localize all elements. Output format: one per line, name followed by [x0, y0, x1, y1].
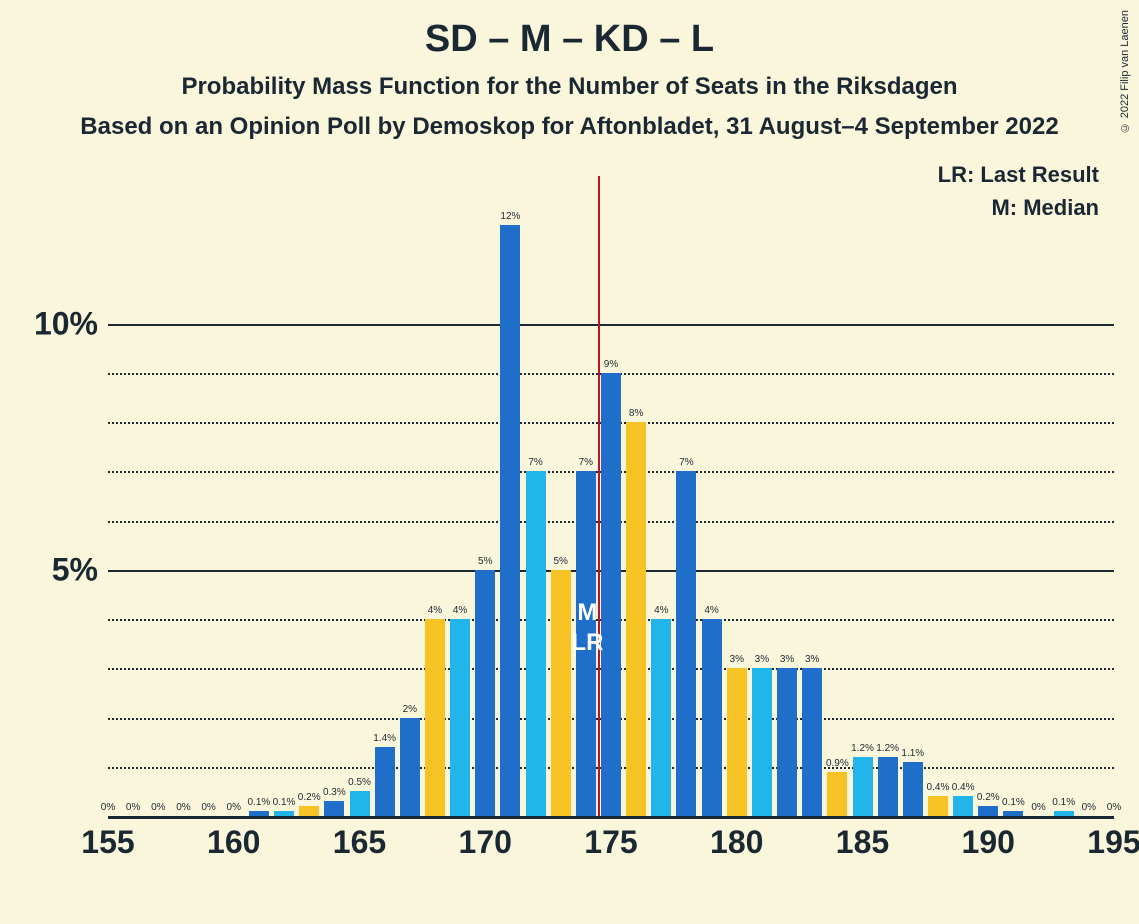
bar: [324, 801, 344, 816]
bar-value-label: 0%: [1107, 802, 1121, 813]
copyright-text: © 2022 Filip van Laenen: [1119, 10, 1131, 133]
bar-value-label: 0.1%: [247, 797, 270, 808]
x-axis-tick: 190: [962, 824, 1015, 861]
bar-value-label: 3%: [805, 654, 819, 665]
title-block: SD – M – KD – L Probability Mass Functio…: [0, 0, 1139, 141]
x-axis-baseline: [108, 816, 1114, 819]
bar-value-label: 0.2%: [977, 792, 1000, 803]
bar-value-label: 8%: [629, 408, 643, 419]
y-gridline-major: [108, 324, 1114, 326]
y-axis-label: 5%: [52, 551, 98, 588]
bar-value-label: 0%: [176, 802, 190, 813]
bar: [978, 806, 998, 816]
bar: [676, 471, 696, 816]
y-axis-label: 10%: [34, 305, 98, 342]
bar: [350, 791, 370, 816]
x-axis-tick: 160: [207, 824, 260, 861]
chart-title: SD – M – KD – L: [0, 18, 1139, 61]
x-axis-tick: 170: [459, 824, 512, 861]
x-axis-tick: 195: [1087, 824, 1139, 861]
median-marker-label: MLR: [571, 598, 603, 658]
bar: [903, 762, 923, 816]
bar: [1003, 811, 1023, 816]
bar-value-label: 1.2%: [876, 743, 899, 754]
bar-value-label: 0%: [1031, 802, 1045, 813]
bar-value-label: 1.4%: [373, 733, 396, 744]
bar-value-label: 0.5%: [348, 777, 371, 788]
x-axis-tick: 155: [81, 824, 134, 861]
bar-value-label: 0.9%: [826, 758, 849, 769]
bar: [375, 747, 395, 816]
bar: [702, 619, 722, 816]
bar-value-label: 7%: [679, 457, 693, 468]
bar-value-label: 2%: [403, 704, 417, 715]
chart-subtitle: Probability Mass Function for the Number…: [0, 73, 1139, 101]
bar: [425, 619, 445, 816]
bar: [299, 806, 319, 816]
bar-value-label: 5%: [478, 556, 492, 567]
bar: [450, 619, 470, 816]
bar: [853, 757, 873, 816]
x-axis-tick: 165: [333, 824, 386, 861]
bar-value-label: 3%: [755, 654, 769, 665]
bar: [953, 796, 973, 816]
bar-value-label: 0.2%: [298, 792, 321, 803]
bar-value-label: 0%: [201, 802, 215, 813]
bar-value-label: 4%: [428, 605, 442, 616]
bar-value-label: 9%: [604, 359, 618, 370]
bar: [928, 796, 948, 816]
bar-value-label: 7%: [579, 457, 593, 468]
bar-value-label: 0%: [151, 802, 165, 813]
bar-value-label: 0.3%: [323, 787, 346, 798]
bar-value-label: 0%: [101, 802, 115, 813]
bar: [500, 225, 520, 816]
bar-value-label: 12%: [500, 211, 520, 222]
bar: [777, 668, 797, 816]
bar-value-label: 3%: [780, 654, 794, 665]
bar: [727, 668, 747, 816]
bar-value-label: 4%: [704, 605, 718, 616]
bar-value-label: 3%: [730, 654, 744, 665]
median-marker-line: [598, 176, 600, 816]
bar-value-label: 0.4%: [927, 782, 950, 793]
bar-value-label: 7%: [528, 457, 542, 468]
x-axis-tick: 180: [710, 824, 763, 861]
bar-value-label: 0%: [1082, 802, 1096, 813]
x-axis-tick: 175: [584, 824, 637, 861]
chart-plot-area: 5%10%1551601651701751801851901950%0%0%0%…: [108, 176, 1114, 816]
bar: [475, 570, 495, 816]
bar: [274, 811, 294, 816]
bar-value-label: 4%: [453, 605, 467, 616]
bar-value-label: 5%: [553, 556, 567, 567]
bar: [651, 619, 671, 816]
bar: [878, 757, 898, 816]
bar: [626, 422, 646, 816]
bar: [827, 772, 847, 816]
bar-value-label: 0%: [227, 802, 241, 813]
bar-value-label: 0.1%: [1052, 797, 1075, 808]
bar-value-label: 1.2%: [851, 743, 874, 754]
bar: [249, 811, 269, 816]
bar: [551, 570, 571, 816]
bar: [752, 668, 772, 816]
bar: [802, 668, 822, 816]
chart-source: Based on an Opinion Poll by Demoskop for…: [0, 113, 1139, 141]
bar-value-label: 0.1%: [1002, 797, 1025, 808]
bar-value-label: 0.4%: [952, 782, 975, 793]
x-axis-tick: 185: [836, 824, 889, 861]
bar-value-label: 0%: [126, 802, 140, 813]
bar: [601, 373, 621, 816]
bar: [400, 718, 420, 816]
bar-value-label: 4%: [654, 605, 668, 616]
bar-value-label: 1.1%: [901, 748, 924, 759]
bar: [1054, 811, 1074, 816]
bar-value-label: 0.1%: [273, 797, 296, 808]
bar: [526, 471, 546, 816]
